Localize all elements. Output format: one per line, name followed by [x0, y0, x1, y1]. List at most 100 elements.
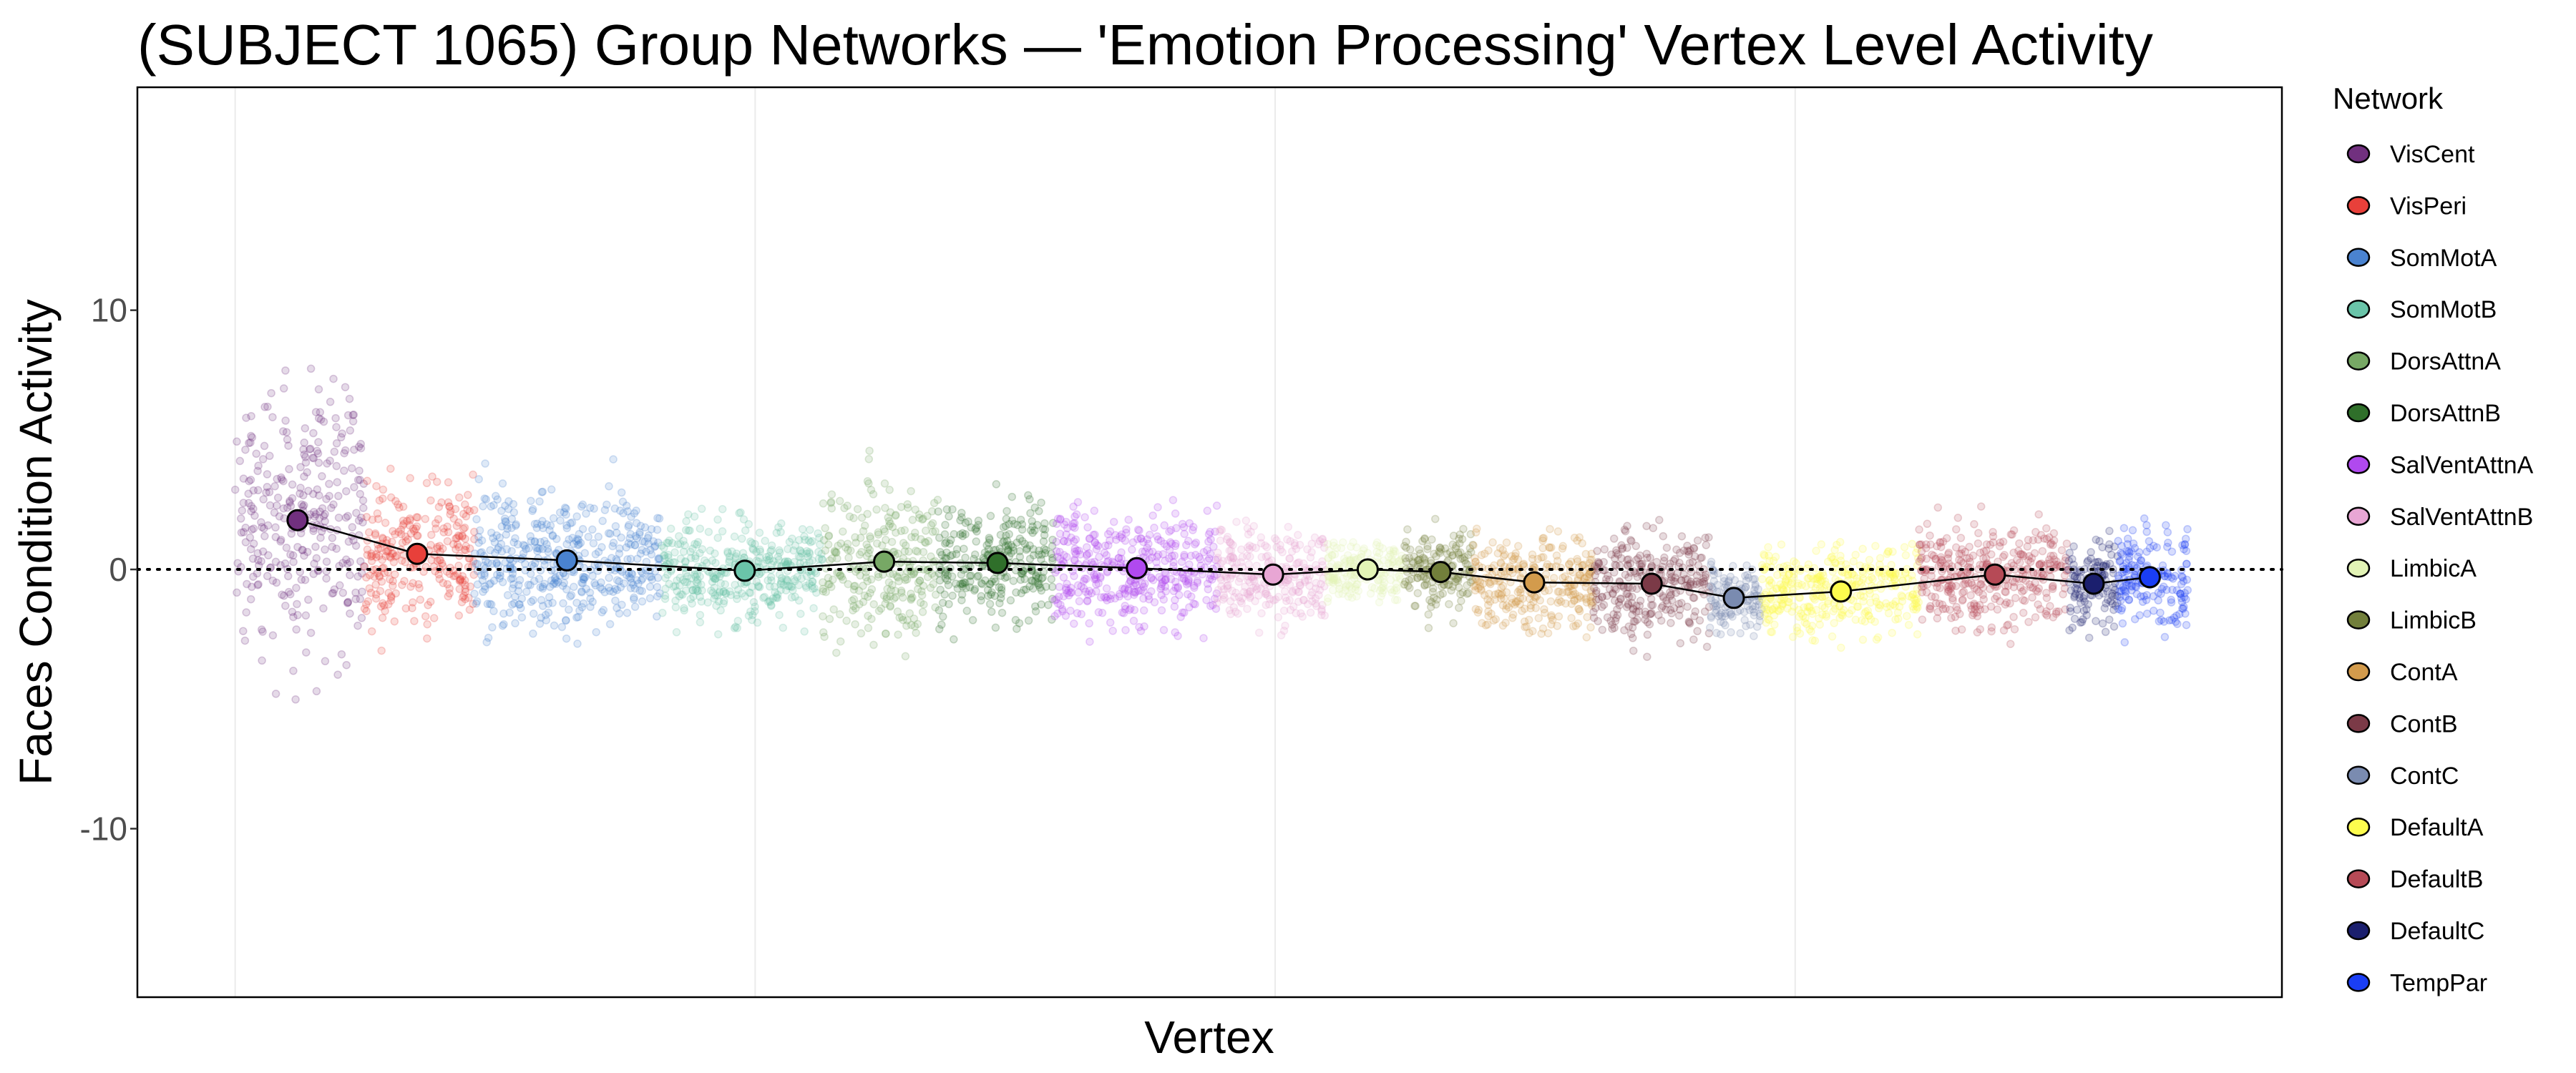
- data-point: [461, 546, 470, 554]
- data-point: [263, 483, 272, 491]
- data-point: [560, 504, 570, 512]
- data-point: [660, 591, 670, 600]
- legend-swatch-viscent: [2346, 144, 2371, 164]
- data-point: [914, 578, 923, 587]
- data-point: [451, 504, 460, 514]
- data-point: [1999, 537, 2008, 547]
- data-point: [517, 594, 527, 603]
- data-point: [919, 600, 928, 609]
- data-point: [336, 433, 346, 442]
- data-point: [565, 535, 573, 544]
- data-point: [781, 574, 791, 584]
- data-point: [712, 602, 721, 610]
- data-point: [1693, 627, 1702, 636]
- data-point: [600, 588, 609, 597]
- data-point: [849, 606, 857, 614]
- data-point: [364, 528, 374, 537]
- data-point: [696, 618, 705, 627]
- data-point: [515, 576, 525, 584]
- data-point: [2162, 521, 2170, 529]
- data-point: [573, 541, 582, 549]
- data-point: [2167, 595, 2175, 604]
- data-point: [1609, 534, 1619, 543]
- data-point: [909, 614, 919, 623]
- data-point: [777, 519, 786, 528]
- data-point: [580, 573, 590, 582]
- data-point: [378, 555, 386, 564]
- data-point: [366, 588, 376, 597]
- data-point: [575, 529, 584, 539]
- data-point: [2023, 542, 2032, 551]
- data-point: [711, 574, 720, 583]
- data-point: [593, 559, 602, 568]
- data-point: [1546, 597, 1556, 606]
- data-point: [864, 479, 873, 488]
- data-point: [874, 530, 883, 539]
- data-point: [999, 523, 1008, 531]
- data-point: [416, 595, 425, 604]
- data-point: [562, 524, 572, 533]
- data-point: [1555, 587, 1563, 596]
- data-point: [1993, 605, 2002, 614]
- legend-swatch-defaultc: [2346, 921, 2371, 941]
- data-point: [426, 597, 435, 606]
- data-point: [313, 449, 323, 458]
- mean-marker-defaulta: [1830, 580, 1853, 603]
- data-point: [789, 546, 798, 555]
- data-point: [781, 557, 790, 566]
- data-point: [648, 575, 656, 584]
- data-point: [288, 607, 297, 617]
- data-point: [882, 592, 892, 602]
- data-point: [863, 509, 872, 519]
- data-point: [350, 445, 358, 454]
- data-point: [828, 554, 836, 563]
- data-point: [356, 476, 364, 484]
- data-point: [577, 587, 586, 596]
- data-point: [1056, 515, 1065, 524]
- data-point: [1702, 541, 1711, 549]
- data-point: [1613, 610, 1622, 619]
- data-point: [2101, 627, 2110, 637]
- data-point: [1675, 549, 1684, 557]
- data-point: [355, 466, 364, 475]
- data-point: [480, 569, 489, 578]
- data-point: [794, 581, 804, 589]
- data-point: [2049, 536, 2059, 545]
- data-point: [580, 549, 590, 557]
- data-point: [941, 521, 950, 529]
- mean-marker-visperi: [406, 542, 429, 565]
- data-point: [1501, 618, 1510, 627]
- data-point: [1616, 594, 1625, 604]
- data-point: [1073, 498, 1083, 506]
- data-point: [260, 531, 269, 541]
- data-point: [720, 597, 728, 605]
- data-point: [826, 498, 836, 506]
- data-point: [358, 518, 367, 526]
- data-point: [452, 534, 462, 542]
- data-point: [376, 602, 386, 611]
- legend-label: SalVentAttnA: [2390, 451, 2534, 479]
- data-point: [903, 500, 912, 509]
- data-point: [626, 540, 635, 549]
- data-point: [655, 514, 664, 523]
- data-point: [1102, 584, 1111, 593]
- data-point: [1160, 521, 1169, 530]
- data-point: [454, 531, 463, 540]
- data-point: [474, 539, 483, 547]
- data-point: [977, 596, 985, 605]
- data-point: [303, 547, 312, 557]
- data-point: [710, 583, 719, 592]
- data-point: [617, 533, 625, 542]
- data-point: [1714, 612, 1723, 621]
- data-point: [437, 559, 447, 568]
- data-point: [1941, 604, 1950, 613]
- data-point: [691, 552, 700, 561]
- data-point: [248, 525, 256, 534]
- data-point: [618, 497, 628, 506]
- data-point: [289, 557, 298, 567]
- data-point: [779, 581, 789, 589]
- data-point: [691, 572, 700, 582]
- data-point: [328, 589, 337, 598]
- data-point: [1835, 538, 1845, 547]
- data-point: [882, 629, 890, 638]
